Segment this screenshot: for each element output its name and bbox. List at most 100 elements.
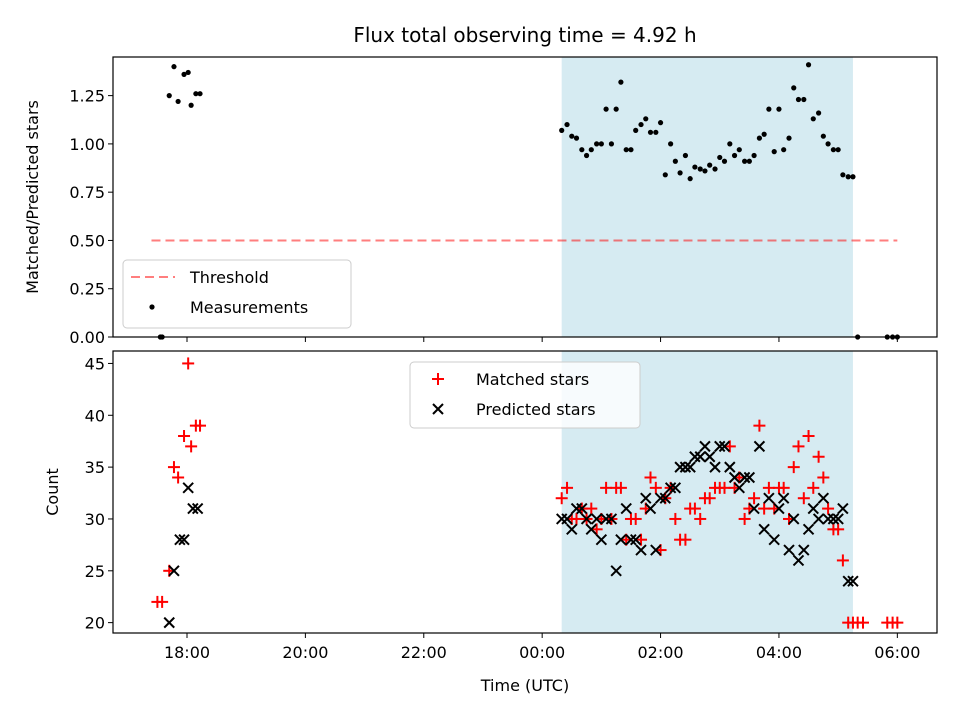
predicted-star-point — [748, 502, 760, 515]
legend-measurements-marker — [149, 304, 155, 310]
predicted-star-point — [650, 544, 662, 556]
y-tick-label: 0.25 — [69, 280, 105, 299]
y-tick-label: 0.00 — [69, 328, 105, 347]
measurement-point — [756, 135, 763, 141]
y-tick-label: 1.25 — [69, 87, 105, 106]
predicted-star-point — [768, 533, 780, 546]
chart-title: Flux total observing time = 4.92 h — [353, 23, 696, 47]
predicted-star-point — [817, 492, 830, 504]
measurement-point — [707, 162, 713, 168]
matched-star-point — [614, 481, 627, 494]
measurement-point — [598, 141, 604, 147]
matched-star-point — [629, 512, 642, 525]
matched-star-point — [817, 471, 830, 484]
matched-star-point — [649, 481, 662, 494]
measurement-point — [702, 168, 708, 174]
predicted-star-point — [576, 502, 588, 515]
matched-star-point — [787, 461, 800, 474]
top-panel: 0.00 0.25 0.50 0.75 1.00 1.25 Flux total obse… — [23, 23, 938, 347]
predicted-star-point — [669, 482, 682, 494]
measurement-point — [188, 102, 194, 108]
matched-star-point — [570, 512, 583, 525]
predicted-star-point — [807, 502, 819, 515]
x-tick-label: 18:00 — [164, 643, 210, 662]
legend-predicted-marker — [432, 403, 444, 415]
measurement-point — [850, 174, 856, 180]
measurement-point — [668, 141, 674, 147]
x-tick-label: 04:00 — [756, 643, 802, 662]
predicted-star-point — [847, 575, 859, 587]
predicted-star-point — [777, 492, 790, 504]
measurement-point — [766, 106, 772, 112]
x-tick-label: 20:00 — [282, 643, 328, 662]
predicted-star-point — [644, 502, 657, 515]
bottom-x-ticks: 18:00 20:00 22:00 00:00 02:00 04:00 06:00 — [164, 633, 920, 662]
predicted-star-point — [753, 440, 766, 453]
bottom-axes-frame — [112, 350, 938, 634]
predicted-star-point — [590, 513, 603, 525]
matched-star-point — [194, 419, 207, 432]
predicted-star-point — [659, 492, 672, 504]
measurement-point — [175, 98, 181, 105]
matched-star-point — [857, 616, 870, 629]
measurement-point — [795, 96, 802, 103]
predicted-star-point — [758, 523, 770, 536]
matched-star-point — [797, 492, 810, 505]
matched-star-point — [891, 616, 904, 629]
measurement-point — [682, 152, 689, 159]
x-tick-label: 00:00 — [519, 643, 565, 662]
measurement-point — [840, 172, 846, 178]
predicted-star-point — [620, 502, 632, 515]
legend-matched-marker — [432, 373, 444, 385]
measurement-point — [791, 85, 797, 91]
measurement-point — [171, 64, 177, 70]
measurement-point — [751, 152, 757, 159]
y-tick-label: 35 — [85, 458, 105, 477]
measurement-point — [771, 149, 777, 155]
measurement-point — [193, 91, 199, 97]
y-tick-label: 40 — [85, 406, 105, 425]
top-legend-box — [122, 259, 352, 329]
matched-star-point — [555, 492, 568, 505]
measurement-point — [628, 147, 634, 153]
measurement-point — [742, 158, 748, 164]
top-y-ticks: 0.00 0.25 0.50 0.75 1.00 1.25 — [69, 87, 113, 347]
matched-star-point — [792, 440, 805, 453]
predicted-star-point — [728, 471, 741, 484]
measurement-point — [583, 152, 590, 159]
measurement-point — [643, 116, 649, 122]
measurement-point — [801, 96, 807, 103]
predicted-star-point — [714, 440, 726, 453]
measurement-point — [692, 164, 698, 170]
bottom-y-axis-label: Count — [43, 468, 62, 516]
matched-star-point — [644, 471, 657, 484]
measurement-point — [657, 120, 664, 126]
matched-star-point — [561, 481, 574, 494]
predicted-star-point — [635, 544, 647, 556]
legend-matched-label: Matched stars — [476, 370, 589, 389]
measurement-point — [717, 154, 723, 161]
matched-star-point — [182, 357, 195, 370]
measurement-point — [721, 158, 728, 164]
y-tick-label: 25 — [85, 562, 105, 581]
predicted-star-point — [832, 513, 844, 525]
matched-star-point — [185, 440, 198, 453]
predicted-star-point — [605, 513, 618, 525]
top-observing-window-shade — [561, 57, 853, 337]
matched-star-point — [832, 523, 845, 536]
measurement-point — [166, 93, 172, 99]
measurement-point — [579, 147, 585, 153]
top-y-axis-label: Matched/Predicted stars — [23, 100, 42, 294]
predicted-star-point — [191, 502, 204, 515]
y-tick-label: 45 — [85, 354, 105, 373]
predicted-star-point — [679, 461, 692, 473]
predicted-star-point — [792, 554, 805, 567]
measurement-point — [594, 141, 600, 147]
predicted-star-point — [561, 513, 573, 525]
predicted-star-point — [724, 461, 736, 473]
predicted-star-point — [827, 513, 840, 525]
predicted-star-point — [743, 471, 756, 484]
measurement-point — [573, 135, 580, 141]
legend-threshold-label: Threshold — [189, 268, 269, 287]
